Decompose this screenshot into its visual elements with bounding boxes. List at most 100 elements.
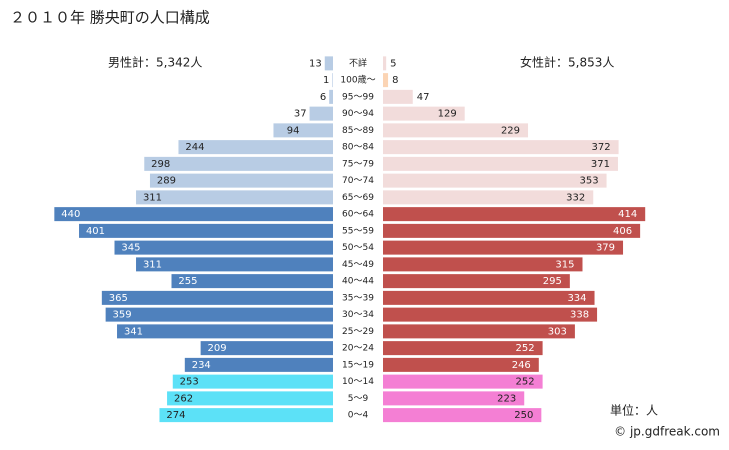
category-label: 60～64 — [342, 210, 374, 220]
value-label: 295 — [543, 276, 562, 287]
bar — [383, 408, 542, 423]
bar — [383, 173, 607, 188]
bar — [383, 207, 646, 222]
value-label: 303 — [548, 326, 567, 337]
value-label: 274 — [166, 410, 185, 421]
category-label: 85～89 — [342, 126, 374, 136]
bar — [383, 374, 543, 389]
value-label: 359 — [113, 310, 132, 321]
value-label: 6 — [320, 92, 326, 103]
value-label: 1 — [323, 75, 329, 86]
value-label: 440 — [61, 209, 80, 220]
chart-title: ２０１０年 勝央町の人口構成 — [10, 9, 210, 27]
category-label: 50～54 — [342, 243, 374, 253]
value-label: 345 — [121, 243, 140, 254]
value-label: 229 — [501, 125, 520, 136]
category-label: 70～74 — [342, 176, 374, 186]
bar — [383, 240, 624, 255]
bar — [167, 391, 333, 406]
bar — [200, 341, 333, 356]
category-label: 45～49 — [342, 260, 374, 270]
category-label: 90～94 — [342, 109, 374, 119]
bar — [149, 173, 333, 188]
legend-male: 男性計：5,342人 — [108, 55, 202, 70]
value-label: 341 — [124, 326, 143, 337]
value-label: 250 — [514, 410, 533, 421]
bar — [54, 207, 333, 222]
bar — [383, 140, 619, 155]
category-label: 95～99 — [342, 92, 374, 102]
bar — [172, 374, 333, 389]
value-label: 338 — [570, 310, 589, 321]
bar — [136, 190, 333, 205]
value-label: 129 — [438, 109, 457, 120]
bar — [383, 56, 387, 71]
value-label: 252 — [516, 343, 535, 354]
value-label: 311 — [143, 192, 162, 203]
unit-label: 単位：人 — [610, 403, 658, 418]
bar — [273, 123, 333, 138]
value-label: 13 — [309, 58, 322, 69]
bar — [117, 324, 334, 339]
bar — [383, 357, 539, 372]
bar — [383, 73, 389, 88]
value-label: 414 — [618, 209, 637, 220]
bar — [79, 223, 334, 238]
bar — [383, 257, 583, 272]
value-label: 47 — [417, 92, 430, 103]
bar — [383, 123, 529, 138]
category-label: 100歳～ — [340, 74, 375, 86]
bar — [383, 223, 641, 238]
category-label: 80～84 — [342, 143, 374, 153]
bar — [114, 240, 333, 255]
bar — [383, 307, 598, 322]
bar — [383, 391, 525, 406]
value-label: 311 — [143, 259, 162, 270]
category-label: 75～79 — [342, 159, 374, 169]
bar — [159, 408, 333, 423]
category-label: 10～14 — [342, 377, 374, 387]
category-label: 0～4 — [348, 411, 369, 421]
value-label: 244 — [185, 142, 204, 153]
bar — [383, 106, 465, 121]
legend-female: 女性計：5,853人 — [520, 55, 614, 70]
source: © jp.gdfreak.com — [614, 425, 720, 439]
category-label: 15～19 — [342, 360, 374, 370]
bar — [144, 156, 333, 171]
value-label: 5 — [390, 58, 396, 69]
value-label: 255 — [178, 276, 197, 287]
value-label: 379 — [596, 243, 615, 254]
bar — [383, 341, 543, 356]
value-label: 253 — [180, 377, 199, 388]
value-label: 371 — [591, 159, 610, 170]
value-label: 262 — [174, 393, 193, 404]
bar — [383, 290, 595, 305]
bar — [324, 56, 333, 71]
value-label: 8 — [392, 75, 398, 86]
bar — [101, 290, 333, 305]
category-label: 25～29 — [342, 327, 374, 337]
value-label: 406 — [613, 226, 632, 237]
bar — [136, 257, 333, 272]
category-label: 35～39 — [342, 293, 374, 303]
bar — [383, 89, 413, 104]
bar — [383, 190, 594, 205]
bar — [309, 106, 333, 121]
value-label: 401 — [86, 226, 105, 237]
category-label: 20～24 — [342, 344, 374, 354]
value-label: 223 — [497, 393, 516, 404]
bar — [383, 156, 618, 171]
bar — [383, 274, 570, 289]
value-label: 298 — [151, 159, 170, 170]
value-label: 315 — [555, 259, 574, 270]
category-label: 30～34 — [342, 310, 374, 320]
value-label: 94 — [287, 125, 300, 136]
value-label: 289 — [157, 176, 176, 187]
bar — [105, 307, 333, 322]
value-label: 234 — [192, 360, 211, 371]
category-label: 5～9 — [348, 394, 369, 404]
bar — [184, 357, 333, 372]
value-label: 252 — [516, 377, 535, 388]
category-label: 不詳 — [349, 57, 367, 69]
